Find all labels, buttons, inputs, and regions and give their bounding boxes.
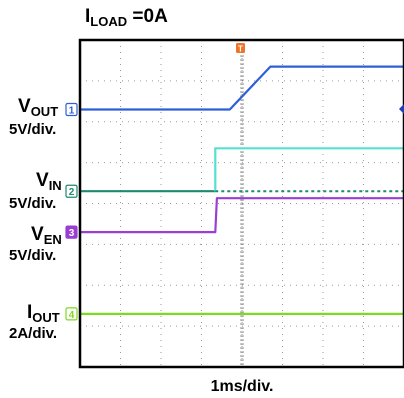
ground-marker-ch4: 4 — [65, 307, 78, 321]
chart-title: ILOAD =0A — [85, 6, 168, 29]
ch3-scale: 5V/div. — [9, 247, 56, 264]
ground-marker-ch3: 3 — [65, 225, 78, 239]
ch2-scale: 5V/div. — [9, 195, 56, 212]
ground-marker-label-ch2: 2 — [69, 187, 75, 198]
trigger-level-marker — [399, 104, 404, 114]
x-axis-label: 1ms/div. — [211, 378, 274, 395]
ground-marker-ch2: 2 — [65, 184, 78, 198]
trace-ch3 — [80, 197, 404, 234]
svg-text:T: T — [238, 45, 243, 54]
plot-area — [79, 40, 404, 367]
graticule — [80, 39, 404, 367]
trace-ch1 — [80, 65, 404, 111]
ch1-label: VOUT — [18, 96, 58, 119]
trace-ch2-high — [214, 147, 404, 192]
ch4-scale: 2A/div. — [9, 325, 57, 342]
ch3-label: VEN — [31, 224, 62, 247]
ch1-scale: 5V/div. — [9, 121, 56, 138]
traces — [80, 65, 404, 315]
ground-marker-label-ch4: 4 — [69, 310, 75, 321]
channel-markers: 1 2 3 4 — [65, 102, 78, 321]
ch2-label: VIN — [36, 170, 62, 193]
ground-marker-label-ch1: 1 — [69, 105, 75, 116]
trigger-marker: T — [236, 43, 245, 54]
ground-marker-ch1: 1 — [65, 102, 78, 116]
ground-marker-label-ch3: 3 — [69, 228, 75, 239]
plot-frame — [78, 38, 404, 369]
ch4-label: IOUT — [27, 302, 60, 325]
